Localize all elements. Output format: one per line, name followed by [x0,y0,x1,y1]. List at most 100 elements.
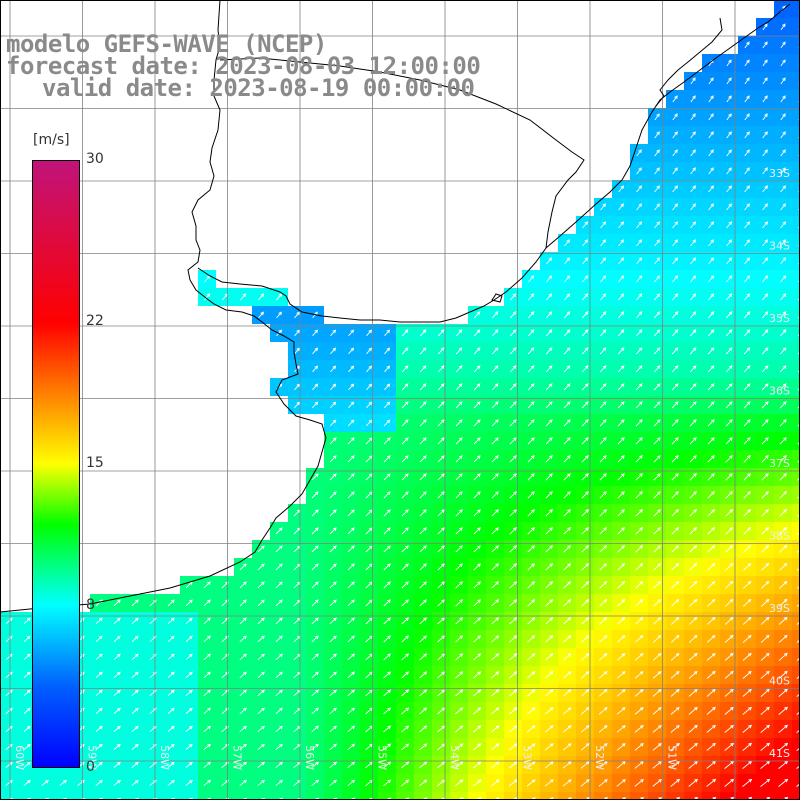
wind-arrow [743,473,751,481]
wind-arrow [689,509,697,517]
wind-arrow [726,113,732,121]
wind-arrow [724,778,735,787]
wind-arrow [779,311,787,319]
wind-arrow [652,634,662,643]
wind-arrow [437,329,445,337]
wind-cell [594,792,612,800]
wind-arrow [742,688,752,697]
wind-arrow [652,688,662,697]
wind-arrow [635,527,644,535]
wind-arrow [348,329,355,337]
wind-arrow [131,617,139,625]
wind-arrow [762,167,768,175]
wind-arrow [779,419,787,427]
wind-arrow [688,688,698,697]
wind-arrow [599,599,608,607]
wind-cell [792,198,800,216]
wind-arrow [491,473,499,481]
wind-arrow [744,257,751,265]
wind-arrow [726,293,733,301]
wind-arrow [689,401,697,409]
wind-arrow [527,581,536,589]
title-forecast-date: forecast date: 2023-08-03 12:00:00 [6,52,481,80]
wind-arrow [779,491,787,499]
wind-arrow [598,707,608,715]
wind-arrow [616,707,626,715]
wind-arrow [653,455,661,463]
wind-arrow [634,778,644,787]
wind-arrow [329,671,338,679]
wind-arrow [294,329,301,337]
wind-arrow [527,599,536,607]
wind-arrow [653,437,661,445]
wind-arrow [726,239,733,247]
wind-arrow [419,581,428,589]
wind-arrow [653,563,662,571]
wind-arrow [707,491,715,499]
wind-arrow [707,455,715,463]
wind-arrow [401,617,410,625]
wind-arrow [113,707,121,714]
wind-arrow [670,670,680,679]
wind-arrow [761,311,769,319]
wind-arrow [491,527,499,535]
wind-arrow [366,365,373,373]
wind-arrow [239,725,248,733]
wind-arrow [509,689,518,697]
wind-arrow [508,743,518,751]
wind-arrow [761,329,769,337]
wind-arrow [401,347,409,355]
wind-arrow [185,581,193,589]
wind-arrow [689,311,697,319]
wind-arrow [527,437,535,445]
wind-arrow [742,634,752,643]
wind-arrow [131,653,139,661]
wind-arrow [239,743,248,751]
wind-arrow [708,203,714,211]
wind-arrow [796,567,800,571]
wind-arrow [671,545,680,553]
wind-arrow [635,365,643,373]
wind-arrow [724,760,735,769]
wind-arrow [365,473,373,481]
wind-arrow [384,347,391,355]
wind-arrow [544,761,554,769]
wind-arrow [95,779,103,786]
wind-arrow [401,383,409,391]
wind-arrow [724,670,734,679]
wind-arrow [544,707,554,715]
wind-arrow [670,761,680,769]
wind-arrow [383,707,392,715]
wind-arrow [437,635,446,643]
wind-arrow [419,509,427,517]
wind-arrow [635,491,643,499]
wind-cell [792,180,800,198]
wind-arrow [527,329,535,337]
wind-arrow [653,617,662,625]
wind-arrow [616,689,626,697]
wind-arrow [760,580,770,589]
wind-arrow [671,455,679,463]
wind-arrow [473,365,481,373]
wind-arrow [527,311,535,319]
wind-arrow [527,635,536,643]
wind-arrow [257,599,265,607]
wind-arrow [796,621,800,625]
wind-arrow [563,617,572,625]
wind-arrow [437,509,445,517]
wind-arrow [671,311,679,319]
wind-arrow [455,365,463,373]
wind-arrow [780,275,787,283]
wind-arrow [653,401,661,409]
wind-arrow [383,617,391,625]
wind-arrow [689,419,697,427]
wind-arrow [563,401,571,409]
wind-arrow [653,329,661,337]
wind-arrow [419,779,428,787]
wind-arrow [491,401,499,409]
wind-arrow [401,761,410,769]
wind-arrow [347,527,355,535]
wind-arrow [329,761,338,769]
wind-arrow [742,778,753,787]
wind-arrow [581,635,590,643]
